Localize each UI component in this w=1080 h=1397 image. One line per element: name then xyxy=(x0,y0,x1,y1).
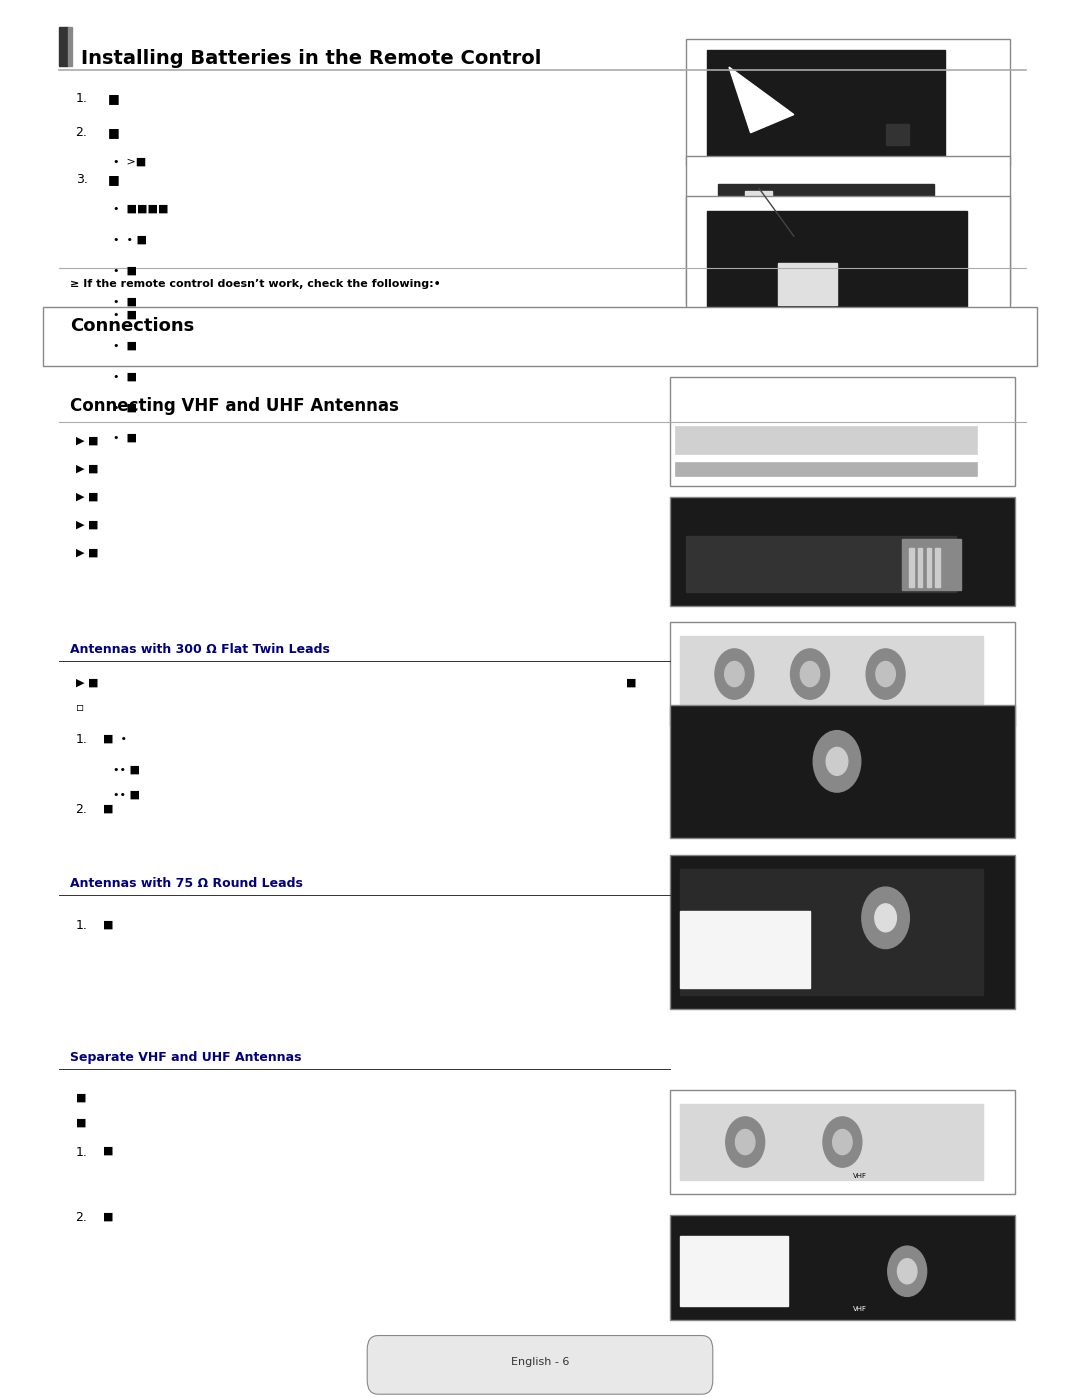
Circle shape xyxy=(875,904,896,932)
Text: English - 6: English - 6 xyxy=(511,1356,569,1368)
Circle shape xyxy=(876,662,895,687)
Bar xyxy=(745,191,772,268)
Text: •  ■: • ■ xyxy=(113,402,137,412)
Circle shape xyxy=(735,1129,755,1154)
Bar xyxy=(902,539,961,590)
Bar xyxy=(670,1090,1015,1194)
Bar xyxy=(670,1215,1015,1320)
Circle shape xyxy=(826,747,848,775)
Bar xyxy=(927,548,931,587)
Text: Antennas with 75 Ω Round Leads: Antennas with 75 Ω Round Leads xyxy=(70,877,303,890)
FancyBboxPatch shape xyxy=(43,307,1037,366)
Bar xyxy=(670,377,1015,486)
Bar xyxy=(686,156,1010,303)
Bar xyxy=(886,124,909,145)
Text: •  ■: • ■ xyxy=(113,296,137,306)
Polygon shape xyxy=(729,67,794,133)
Text: 1.: 1. xyxy=(76,1146,87,1158)
Text: Separate VHF and UHF Antennas: Separate VHF and UHF Antennas xyxy=(70,1051,301,1063)
Circle shape xyxy=(866,648,905,698)
Text: ■: ■ xyxy=(103,1211,113,1221)
Text: 2.: 2. xyxy=(76,803,87,816)
Bar xyxy=(680,911,810,988)
Bar xyxy=(670,855,1015,1009)
Circle shape xyxy=(800,662,820,687)
Text: ■: ■ xyxy=(108,173,120,186)
Text: ▶ ■: ▶ ■ xyxy=(76,678,98,687)
Text: VHF: VHF xyxy=(853,1306,867,1312)
Text: •  ■: • ■ xyxy=(113,433,137,443)
Bar xyxy=(670,497,1015,606)
Bar xyxy=(686,39,1010,165)
Bar xyxy=(707,50,945,159)
Bar xyxy=(686,196,1010,321)
Text: •• ■: •• ■ xyxy=(113,789,140,799)
Text: ■: ■ xyxy=(108,92,120,105)
Bar xyxy=(686,536,956,592)
Bar xyxy=(670,622,1015,726)
Circle shape xyxy=(791,648,829,698)
Circle shape xyxy=(823,1118,862,1168)
Bar xyxy=(675,462,977,476)
Text: ▶ ■: ▶ ■ xyxy=(76,436,98,446)
Bar xyxy=(680,1236,788,1306)
Text: Installing Batteries in the Remote Control: Installing Batteries in the Remote Contr… xyxy=(81,49,541,68)
Text: ■: ■ xyxy=(108,126,120,138)
Text: ▶ ■: ▶ ■ xyxy=(76,492,98,502)
Text: •  ■: • ■ xyxy=(113,265,137,275)
Text: •  ■: • ■ xyxy=(113,310,137,320)
Text: Connecting VHF and UHF Antennas: Connecting VHF and UHF Antennas xyxy=(70,397,400,415)
FancyBboxPatch shape xyxy=(367,1336,713,1394)
Text: ◽: ◽ xyxy=(76,703,84,712)
Text: •  ■■■■: • ■■■■ xyxy=(113,204,168,214)
Bar xyxy=(675,426,977,454)
Circle shape xyxy=(813,731,861,792)
Text: ■: ■ xyxy=(76,1092,86,1102)
Circle shape xyxy=(725,662,744,687)
Bar xyxy=(670,705,1015,838)
Circle shape xyxy=(897,1259,917,1284)
Text: ■: ■ xyxy=(76,1118,86,1127)
Bar xyxy=(680,1104,983,1180)
Text: 2.: 2. xyxy=(76,126,87,138)
Circle shape xyxy=(833,1129,852,1154)
Bar xyxy=(707,211,967,316)
Text: •• ■: •• ■ xyxy=(113,764,140,774)
Text: ■: ■ xyxy=(103,919,113,929)
Text: ▶ ■: ▶ ■ xyxy=(76,548,98,557)
Bar xyxy=(918,548,922,587)
Text: ≥ If the remote control doesn’t work, check the following:•: ≥ If the remote control doesn’t work, ch… xyxy=(70,279,441,289)
Bar xyxy=(778,263,837,305)
Bar xyxy=(909,548,914,587)
Circle shape xyxy=(862,887,909,949)
Bar xyxy=(718,184,934,289)
Circle shape xyxy=(888,1246,927,1296)
Text: 1.: 1. xyxy=(76,733,87,746)
Text: VHF: VHF xyxy=(853,1173,867,1179)
Text: 2.: 2. xyxy=(76,1211,87,1224)
Text: ■: ■ xyxy=(103,803,113,813)
Text: 3.: 3. xyxy=(76,173,87,186)
Text: •  • ■: • • ■ xyxy=(113,235,147,244)
Text: •  >■: • >■ xyxy=(113,156,147,166)
Text: ▶ ■: ▶ ■ xyxy=(76,520,98,529)
Bar xyxy=(680,869,983,995)
Bar xyxy=(59,27,68,66)
Bar xyxy=(935,548,940,587)
Text: Connections: Connections xyxy=(70,317,194,335)
Text: •  ■: • ■ xyxy=(113,372,137,381)
Text: ■: ■ xyxy=(103,1146,113,1155)
Text: ■  •: ■ • xyxy=(103,733,126,743)
Text: 1.: 1. xyxy=(76,92,87,105)
Text: ■: ■ xyxy=(626,678,637,687)
Text: •  ■: • ■ xyxy=(113,341,137,351)
Bar xyxy=(68,27,72,66)
Bar xyxy=(680,636,983,712)
Text: 1.: 1. xyxy=(76,919,87,932)
Text: Antennas with 300 Ω Flat Twin Leads: Antennas with 300 Ω Flat Twin Leads xyxy=(70,643,330,655)
Circle shape xyxy=(726,1118,765,1168)
Circle shape xyxy=(715,648,754,698)
Text: ▶ ■: ▶ ■ xyxy=(76,464,98,474)
